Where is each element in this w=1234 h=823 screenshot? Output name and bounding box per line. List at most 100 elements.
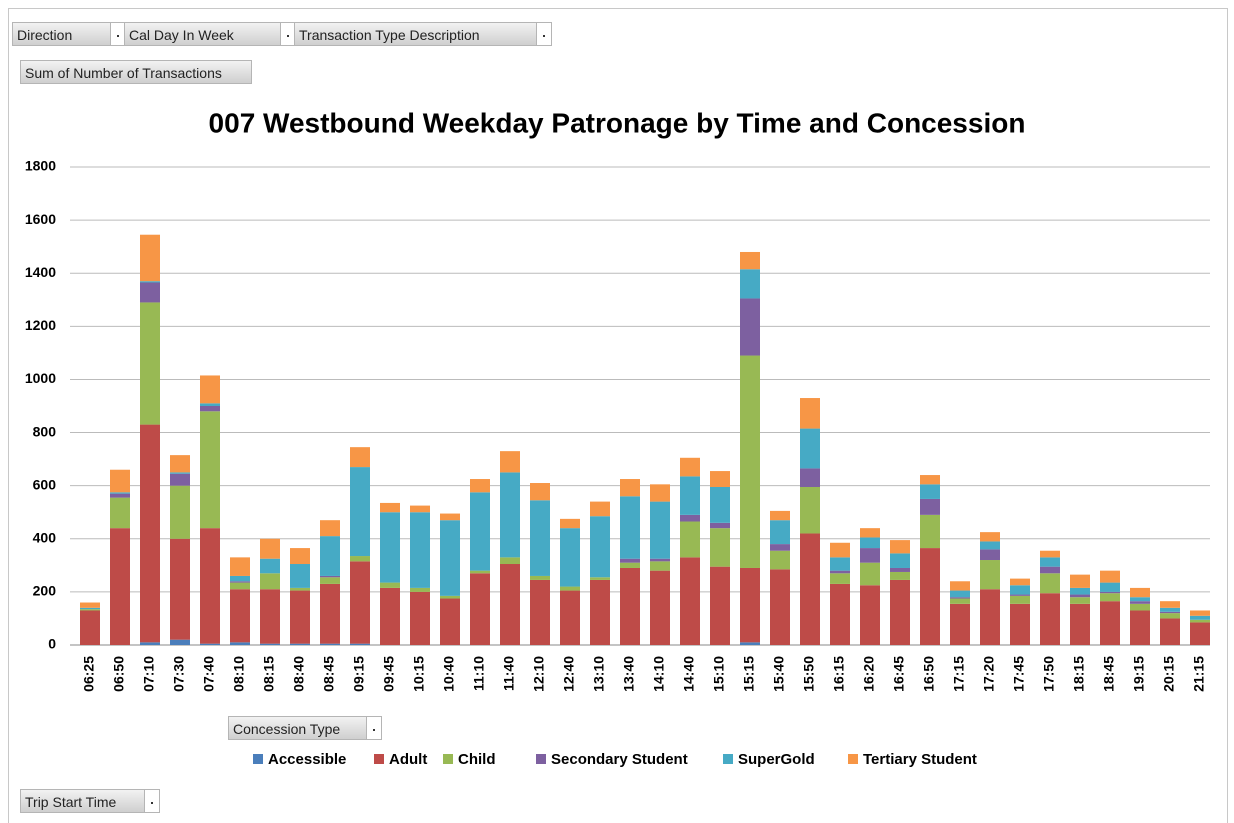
bar-segment [800,533,820,645]
bar-segment [1010,578,1030,586]
bar-segment [350,561,370,644]
bar-segment [230,557,250,576]
dropdown[interactable] [144,790,159,812]
bar-segment [860,562,880,586]
bar-segment [170,485,190,539]
bar-segment [890,579,910,645]
bar-segment [80,609,100,611]
dropdown[interactable] [110,23,125,45]
bar-segment [1130,597,1150,602]
bar-segment [110,497,130,529]
bar-segment [560,586,580,591]
filter-button[interactable]: Cal Day In Week [124,22,296,46]
bar-segment [770,569,790,645]
legend-label: Accessible [268,751,346,768]
bar-segment [470,573,490,645]
bar-segment [980,589,1000,645]
bar-segment [650,561,670,571]
bar-segment [860,537,880,549]
legend-label: Tertiary Student [863,751,977,768]
bar-segment [290,587,310,591]
x-tick-label: 13:10 [591,656,607,692]
bar-segment [800,398,820,429]
x-tick-label: 07:40 [201,656,217,692]
bar-segment [1040,566,1060,574]
x-tick-label: 15:10 [711,656,727,692]
x-tick-label: 06:50 [111,656,127,692]
bar-segment [770,544,790,551]
bar-segment [1160,611,1180,614]
bar-segment [350,643,370,645]
bar-segment [320,577,340,584]
bar-segment [680,514,700,522]
dropdown[interactable] [280,23,295,45]
bar-segment [560,528,580,587]
filter-label: Direction [17,27,73,43]
bar-segment [680,476,700,515]
x-tick-label: 15:50 [801,656,817,692]
bar-segment [800,468,820,487]
bar-segment [1100,582,1120,592]
dropdown[interactable] [536,23,551,45]
pivot-frame [8,8,1228,823]
y-tick-label: 800 [33,423,57,439]
x-tick-label: 09:45 [381,656,397,692]
bar-segment [1160,601,1180,608]
legend-label: Child [458,751,496,768]
bar-segment [620,562,640,568]
bar-segment [1040,573,1060,594]
x-tick-label: 11:10 [471,656,487,691]
bar-segment [980,549,1000,561]
bar-segment [230,642,250,645]
x-tick-label: 17:45 [1011,656,1027,692]
bar-segment [650,501,670,559]
x-tick-label: 08:15 [261,656,277,692]
bar-segment [560,590,580,645]
bar-segment [710,486,730,523]
filter-label: Transaction Type Description [299,27,480,43]
bar-segment [950,590,970,598]
filter-button[interactable]: Direction [12,22,126,46]
bar-segment [200,643,220,645]
bar-segment [1160,607,1180,612]
legend-field-button[interactable]: Concession Type [228,716,382,740]
bar-segment [260,643,280,645]
x-tick-label: 15:40 [771,656,787,692]
dropdown[interactable] [366,717,381,739]
bar-segment [260,573,280,590]
y-tick-label: 1600 [25,211,56,227]
bar-segment [320,520,340,537]
axis-field-button[interactable]: Trip Start Time [20,789,160,813]
bar-segment [140,302,160,425]
bar-segment [950,598,970,604]
bar-segment [650,484,670,502]
bar-segment [1190,619,1210,623]
legend-field-label: Concession Type [233,721,341,737]
bar-segment [920,548,940,645]
bar-segment [890,571,910,580]
bar-segment [620,496,640,559]
bar-segment [890,540,910,554]
bar-segment [560,518,580,529]
bar-segment [680,457,700,477]
x-tick-label: 18:15 [1071,656,1087,692]
bar-segment [620,479,640,497]
y-tick-label: 600 [33,476,57,492]
bar-segment [290,590,310,644]
bar-segment [590,516,610,578]
filter-button[interactable]: Transaction Type Description [294,22,552,46]
bar-segment [530,483,550,501]
bar-segment [170,472,190,474]
bar-segment [110,492,130,494]
bar-segment [410,512,430,588]
bar-segment [1040,550,1060,558]
bar-segment [590,579,610,645]
bar-segment [680,521,700,558]
bar-segment [980,560,1000,590]
bar-segment [1010,595,1030,604]
bar-segment [1010,594,1030,596]
bar-segment [200,375,220,404]
value-field-button[interactable]: Sum of Number of Transactions [20,60,252,84]
x-tick-label: 08:10 [231,656,247,692]
